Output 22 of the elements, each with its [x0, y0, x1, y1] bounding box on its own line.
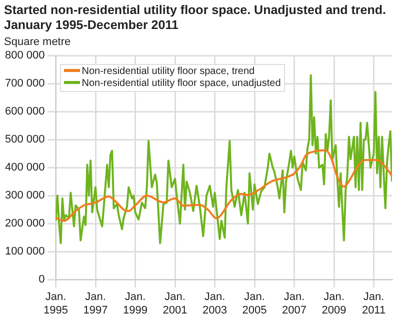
y-axis-title: Square metre — [4, 36, 71, 48]
y-tick-label: 200 000 — [4, 218, 45, 230]
y-tick-label: 700 000 — [4, 78, 45, 90]
y-tick-label: 300 000 — [4, 190, 45, 202]
x-tick-label: Jan. 1997 — [83, 291, 108, 316]
y-tick-label: 600 000 — [4, 106, 45, 118]
chart-title: Started non-residential utility floor space. Unadjusted and trend. January 1995-December 2011 — [4, 3, 387, 33]
x-tick-label: Jan. 2011 — [362, 291, 386, 316]
x-tick-label: Jan. 2003 — [202, 291, 228, 316]
x-tick-label: Jan. 2007 — [282, 291, 307, 316]
x-tick-label: Jan. 1995 — [44, 291, 68, 316]
y-tick-label: 100 000 — [4, 246, 45, 258]
x-tick-label: Jan. 1999 — [123, 291, 148, 316]
y-tick-label: 400 000 — [4, 162, 45, 174]
y-tick-label: 0 — [38, 274, 45, 286]
x-tick-label: Jan. 2005 — [242, 291, 267, 316]
legend-label: Non-residential utility floor space, trend — [80, 66, 256, 78]
x-tick-label: Jan. 2001 — [162, 291, 188, 316]
y-tick-label: 500 000 — [4, 134, 45, 146]
legend-label: Non-residential utility floor space, unadjusted — [80, 78, 281, 90]
x-tick-label: Jan. 2009 — [322, 291, 346, 316]
y-tick-label: 800 000 — [4, 50, 45, 62]
